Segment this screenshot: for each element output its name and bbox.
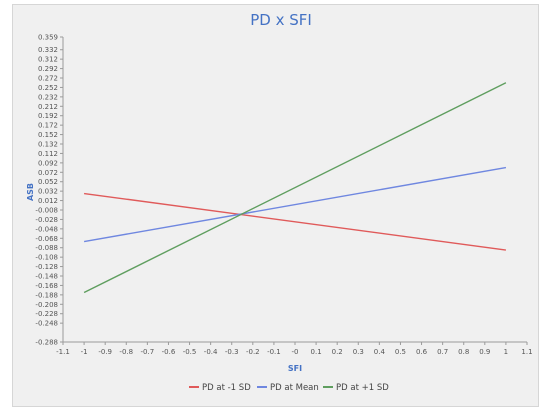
y-tick-label: -0.228 [35, 310, 58, 318]
x-tick-label: 1 [504, 348, 508, 356]
x-tick-label: -0.4 [204, 348, 218, 356]
y-tick-label: 0.312 [38, 56, 58, 64]
series-lines [83, 82, 507, 294]
x-tick-label: -0.5 [183, 348, 197, 356]
x-tick-label: 0.6 [416, 348, 428, 356]
series-line-1 [83, 192, 507, 251]
legend-label-1: PD at -1 SD [202, 383, 251, 393]
chart-title: PD x SFI [250, 11, 312, 29]
y-tick-label: 0.252 [38, 84, 58, 92]
x-tick-label: -1.1 [56, 348, 70, 356]
y-tick-label: 0.332 [38, 46, 58, 54]
x-tick-label: 0.7 [437, 348, 448, 356]
y-tick-label: 0.359 [38, 34, 58, 42]
x-tick-label: -0.3 [225, 348, 239, 356]
y-tick-label: -0.188 [35, 291, 58, 299]
y-tick-label: 0.072 [38, 169, 58, 177]
y-tick-label: -0.028 [35, 216, 58, 224]
y-tick-label: 0.032 [38, 188, 58, 196]
chart-panel: PD x SFI ASB SFI 0.359 0.332 0.312 0.292 0.2… [12, 4, 539, 407]
y-tick-label: -0.088 [35, 244, 58, 252]
x-tick-label: 0.9 [479, 348, 490, 356]
x-tick-label: 0.5 [395, 348, 406, 356]
y-tick-label: -0.048 [35, 225, 58, 233]
y-tick-label: 0.132 [38, 141, 58, 149]
y-tick-label: 0.112 [38, 150, 58, 158]
y-tick-label: 0.172 [38, 122, 58, 130]
x-tick-label: 0.4 [374, 348, 386, 356]
x-tick-label: -0.7 [141, 348, 155, 356]
x-tick-label: 0.8 [458, 348, 469, 356]
legend-label-3: PD at +1 SD [336, 383, 389, 393]
y-tick-label: 0.232 [38, 93, 58, 101]
y-tick-label: -0.168 [35, 282, 58, 290]
legend-label-2: PD at Mean [270, 383, 319, 393]
series-line-3 [83, 82, 507, 294]
x-tick-label: -0.8 [119, 348, 133, 356]
x-tick-label: -0.6 [162, 348, 176, 356]
y-tick-label: 0.012 [38, 197, 58, 205]
y-tick-label: -0.068 [35, 235, 58, 243]
x-tick-label: -1 [81, 348, 88, 356]
y-tick-label: -0.008 [35, 207, 58, 215]
x-tick-label: -0.9 [98, 348, 112, 356]
x-tick-label: -0.2 [246, 348, 260, 356]
x-tick-label: 0.2 [332, 348, 343, 356]
y-tick-label: -0.208 [35, 301, 58, 309]
series-line-2 [83, 166, 507, 243]
y-tick-label: -0.128 [35, 263, 58, 271]
y-tick-label: 0.192 [38, 112, 58, 120]
y-tick-label: -0.108 [35, 254, 58, 262]
y-tick-label: 0.272 [38, 75, 58, 83]
legend: PD at -1 SD PD at Mean PD at +1 SD [189, 383, 389, 393]
y-axis-title: ASB [26, 183, 35, 201]
y-tick-label: 0.212 [38, 103, 58, 111]
x-tick-label: 1.1 [521, 348, 532, 356]
y-tick-label: 0.092 [38, 159, 58, 167]
y-tick-label: -0.288 [35, 339, 58, 347]
y-tick-label: -0.248 [35, 320, 58, 328]
x-axis-ticks: -1.1 -1 -0.9 -0.8 -0.7 -0.6 -0.5 -0.4 -0.3 -0.2 -0… [56, 342, 533, 356]
x-tick-label: -0.1 [267, 348, 281, 356]
y-tick-label: -0.148 [35, 273, 58, 281]
y-tick-label: 0.292 [38, 65, 58, 73]
y-tick-label: 0.152 [38, 131, 58, 139]
y-tick-label: 0.052 [38, 178, 58, 186]
x-tick-label: 0.1 [311, 348, 322, 356]
x-tick-label: -0 [292, 348, 299, 356]
x-axis-title: SFI [288, 364, 302, 373]
x-tick-label: 0.3 [353, 348, 364, 356]
